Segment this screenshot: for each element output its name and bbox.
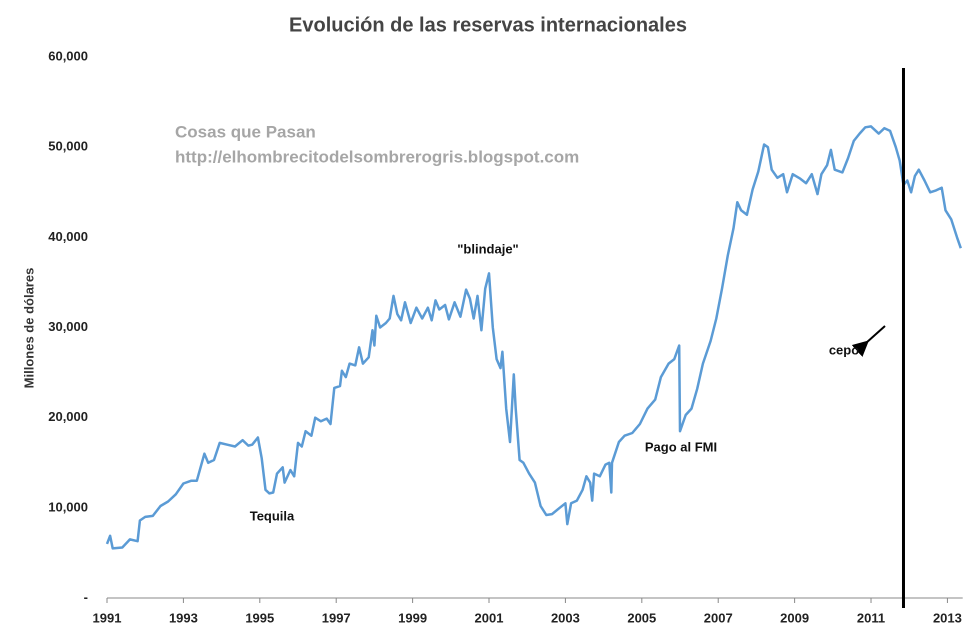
annotation: "blindaje"	[457, 241, 518, 256]
x-tick-label: 1995	[245, 610, 274, 625]
annotation: Pago al FMI	[645, 439, 717, 454]
x-tick-label: 2013	[933, 610, 962, 625]
x-tick-label: 2009	[780, 610, 809, 625]
watermark: Cosas que Pasan	[175, 122, 316, 141]
x-tick-label: 2007	[704, 610, 733, 625]
y-tick-label: -	[84, 589, 88, 604]
x-tick-label: 1993	[169, 610, 198, 625]
x-tick-label: 1997	[322, 610, 351, 625]
x-tick-label: 2011	[857, 610, 885, 625]
line-series	[105, 125, 962, 550]
y-axis-label: Millones de dólares	[21, 268, 36, 389]
x-tick-label: 1991	[93, 610, 122, 625]
x-tick-label: 2003	[551, 610, 580, 625]
y-tick-label: 10,000	[48, 499, 88, 514]
x-tick-label: 2001	[475, 610, 504, 625]
chart-title: Evolución de las reservas internacionale…	[289, 14, 687, 36]
annotation: Tequila	[250, 508, 295, 523]
y-tick-label: 20,000	[48, 409, 88, 424]
annotation: cepo	[829, 342, 859, 357]
x-tick-label: 1999	[398, 610, 427, 625]
x-tick-label: 2005	[627, 610, 656, 625]
y-tick-label: 40,000	[48, 229, 88, 244]
y-tick-label: 30,000	[48, 319, 88, 334]
y-tick-label: 50,000	[48, 139, 88, 154]
arrow	[851, 325, 886, 357]
watermark: http://elhombrecitodelsombrerogris.blogs…	[175, 147, 579, 166]
y-tick-label: 60,000	[48, 48, 88, 63]
